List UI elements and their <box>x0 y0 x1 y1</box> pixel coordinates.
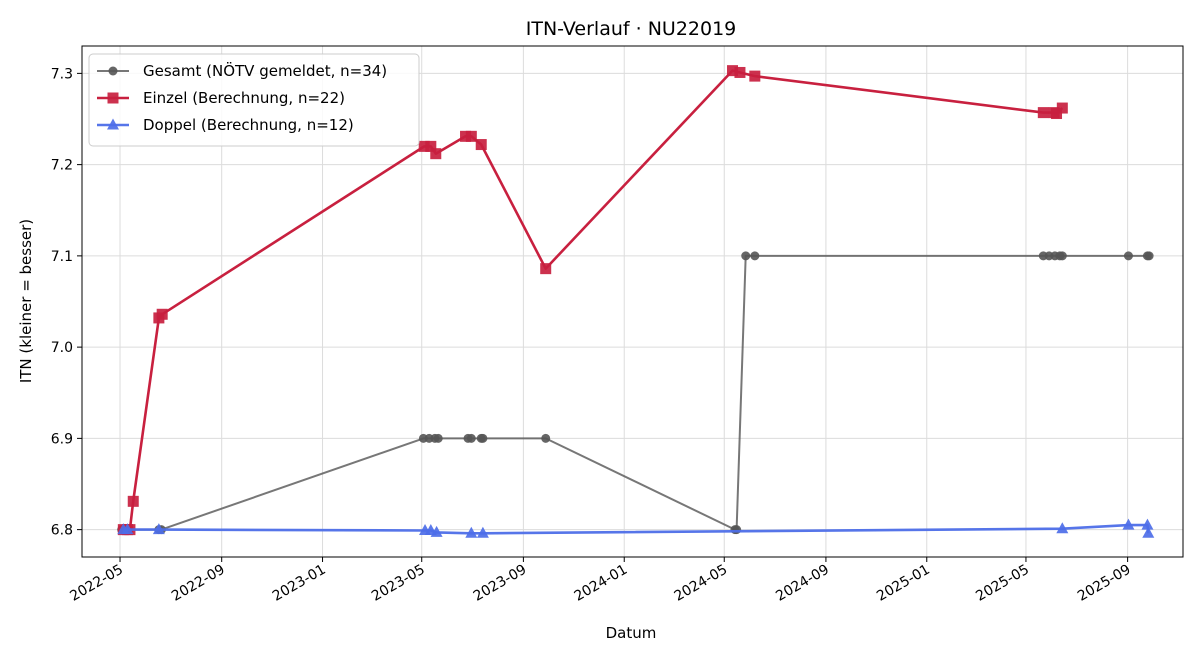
legend-marker <box>107 118 119 130</box>
data-point <box>466 433 476 443</box>
legend-entry: Gesamt (NÖTV gemeldet, n=34) <box>97 61 387 80</box>
legend-label: Doppel (Berechnung, n=12) <box>143 116 354 134</box>
data-point <box>460 130 472 142</box>
legend: Gesamt (NÖTV gemeldet, n=34) Einzel (Bere… <box>88 53 420 147</box>
data-point <box>478 433 488 443</box>
x-axis-title: Datum <box>606 624 657 642</box>
legend-entry: Doppel (Berechnung, n=12) <box>97 116 354 134</box>
data-point <box>732 525 742 535</box>
data-point <box>127 495 139 507</box>
legend-marker <box>108 66 118 76</box>
data-point <box>734 66 746 78</box>
data-point <box>1141 518 1154 530</box>
y-tick-label: 7.3 <box>51 66 73 82</box>
data-point <box>727 65 739 77</box>
data-point <box>465 526 478 538</box>
data-point <box>1057 251 1067 261</box>
data-point <box>750 251 760 261</box>
legend-label: Einzel (Berechnung, n=22) <box>143 89 345 107</box>
data-point <box>425 140 437 152</box>
data-point <box>465 130 477 142</box>
data-point <box>152 523 165 535</box>
data-point <box>1056 522 1069 534</box>
data-point <box>433 433 443 443</box>
data-point <box>1123 251 1133 261</box>
data-point <box>540 263 552 275</box>
data-point <box>1037 107 1049 119</box>
data-point <box>475 139 487 151</box>
y-tick-label: 6.8 <box>51 523 73 539</box>
data-point <box>1051 108 1063 120</box>
legend-label: Gesamt (NÖTV gemeldet, n=34) <box>143 61 387 80</box>
data-point <box>1144 251 1154 261</box>
legend-entry: Einzel (Berechnung, n=22) <box>97 89 345 107</box>
data-point <box>121 523 134 535</box>
data-point <box>749 70 761 82</box>
plot-frame <box>81 45 1184 558</box>
data-point <box>1122 518 1135 530</box>
legend-box <box>88 53 420 147</box>
data-point <box>156 308 168 320</box>
series-2 <box>117 65 1068 536</box>
y-tick-label: 7.2 <box>51 158 73 174</box>
y-tick-label: 7.1 <box>51 249 73 265</box>
legend-marker <box>107 92 119 104</box>
data-point <box>741 251 751 261</box>
y-tick-label: 7.0 <box>51 340 73 356</box>
chart-title: ITN-Verlauf · NU22019 <box>526 18 737 40</box>
data-point <box>1142 526 1155 538</box>
data-point <box>430 148 442 160</box>
y-axis-title: ITN (kleiner = besser) <box>17 219 35 383</box>
y-tick-label: 6.9 <box>51 431 73 447</box>
series-3 <box>117 518 1155 538</box>
data-point <box>541 433 551 443</box>
series-layer <box>117 65 1155 538</box>
data-point <box>1056 102 1068 114</box>
data-point <box>430 525 443 537</box>
data-point <box>476 526 489 538</box>
data-point <box>418 140 430 152</box>
